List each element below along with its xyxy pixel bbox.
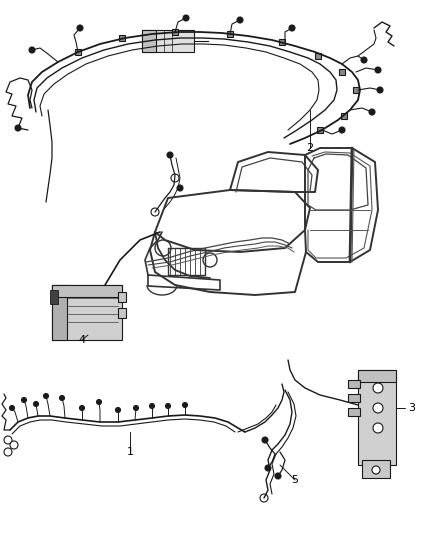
Circle shape	[377, 87, 383, 93]
Circle shape	[237, 17, 243, 23]
Bar	[142, 30, 156, 52]
Circle shape	[4, 436, 12, 444]
Circle shape	[149, 403, 155, 408]
Bar	[52, 285, 122, 297]
Circle shape	[33, 401, 39, 407]
Circle shape	[375, 67, 381, 73]
Circle shape	[289, 25, 295, 31]
Circle shape	[116, 408, 120, 413]
Circle shape	[373, 383, 383, 393]
Bar	[348, 380, 360, 388]
Bar	[52, 285, 67, 340]
Circle shape	[4, 448, 12, 456]
Circle shape	[60, 395, 64, 400]
Bar	[317, 127, 323, 133]
Circle shape	[373, 423, 383, 433]
Circle shape	[203, 253, 217, 267]
Bar	[341, 113, 347, 119]
Circle shape	[10, 406, 14, 410]
Bar	[119, 35, 125, 41]
Bar	[279, 39, 285, 45]
Circle shape	[96, 400, 102, 405]
Circle shape	[167, 152, 173, 158]
Bar	[339, 69, 345, 75]
Circle shape	[183, 15, 189, 21]
Circle shape	[43, 393, 49, 399]
Circle shape	[339, 127, 345, 133]
Bar	[348, 408, 360, 416]
Bar	[75, 49, 81, 55]
Circle shape	[171, 174, 179, 182]
Bar	[227, 31, 233, 37]
Circle shape	[260, 494, 268, 502]
Text: 1: 1	[127, 447, 134, 457]
Circle shape	[166, 403, 170, 408]
Circle shape	[29, 47, 35, 53]
Bar	[50, 290, 58, 304]
Text: 3: 3	[409, 403, 416, 413]
Text: 2: 2	[307, 143, 314, 153]
Bar	[348, 394, 360, 402]
Circle shape	[275, 473, 281, 479]
Bar	[315, 53, 321, 59]
Circle shape	[361, 57, 367, 63]
Circle shape	[369, 109, 375, 115]
Circle shape	[155, 240, 171, 256]
Bar	[358, 370, 396, 382]
Bar	[118, 292, 126, 302]
Circle shape	[10, 441, 18, 449]
Bar	[172, 29, 178, 35]
Text: 4: 4	[78, 335, 85, 345]
Circle shape	[151, 208, 159, 216]
Circle shape	[77, 25, 83, 31]
Circle shape	[80, 406, 85, 410]
Bar	[52, 285, 122, 340]
Circle shape	[262, 437, 268, 443]
Circle shape	[265, 465, 271, 471]
Circle shape	[21, 398, 27, 402]
Text: 5: 5	[292, 475, 299, 485]
Bar	[358, 370, 396, 465]
Circle shape	[134, 406, 138, 410]
Bar	[353, 87, 359, 93]
Circle shape	[372, 466, 380, 474]
Circle shape	[183, 402, 187, 408]
Circle shape	[15, 125, 21, 131]
Circle shape	[373, 403, 383, 413]
Bar	[118, 308, 126, 318]
Bar	[362, 460, 390, 478]
Circle shape	[177, 185, 183, 191]
Bar	[142, 30, 194, 52]
